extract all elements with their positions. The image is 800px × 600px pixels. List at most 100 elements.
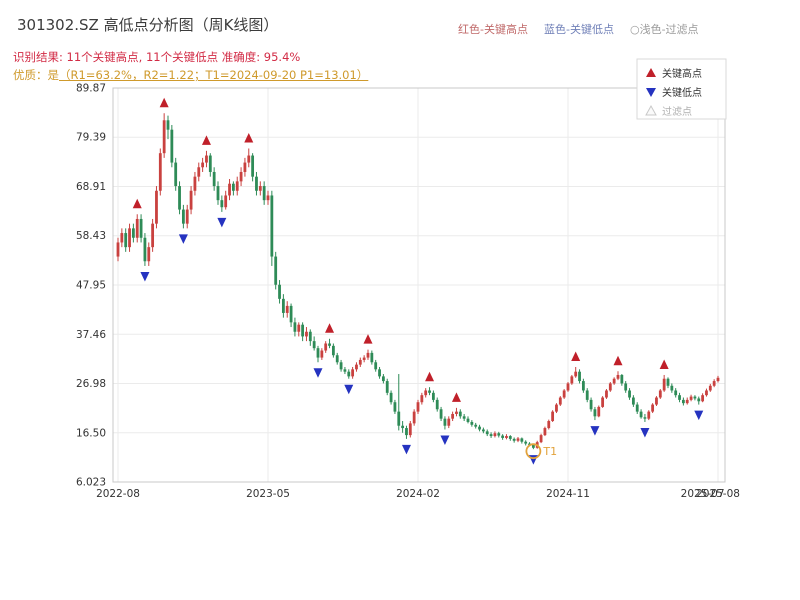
top-legend: 红色-关键高点 蓝色-关键低点 ○浅色-过滤点	[458, 21, 699, 37]
candle-body	[693, 396, 697, 399]
candle-body	[258, 186, 262, 191]
candle-body	[278, 284, 281, 299]
candle-body	[155, 190, 158, 224]
candle-body	[501, 435, 505, 438]
key-low-marker	[401, 444, 411, 455]
key-high-marker	[425, 371, 435, 382]
candle-body	[651, 404, 655, 412]
candle-body	[470, 421, 474, 425]
candle-body	[512, 438, 516, 441]
candle-body	[251, 155, 255, 177]
candle-body	[624, 383, 628, 391]
candle-body	[343, 369, 347, 372]
candle-body	[178, 186, 181, 210]
candle-body	[212, 171, 216, 187]
candle-body	[458, 411, 462, 417]
candle-body	[531, 444, 535, 448]
candle-body	[224, 195, 228, 208]
legend-item-label: 过滤点	[662, 105, 692, 118]
top-legend-key-low: 蓝色-关键低点	[543, 23, 614, 36]
candle-body	[639, 411, 643, 418]
candle-body	[635, 404, 639, 412]
candle-body	[305, 331, 308, 337]
plot-border	[112, 87, 726, 483]
candle-body	[293, 322, 297, 332]
candle-body	[131, 228, 135, 238]
key-high-marker	[325, 323, 335, 333]
candle-body	[197, 167, 201, 177]
y-tick-label: 26.98	[76, 378, 106, 390]
candle-body	[297, 324, 301, 332]
candle-body	[328, 343, 331, 346]
t1-circle	[525, 443, 542, 460]
y-tick-label: 16.50	[76, 427, 106, 439]
candle-body	[593, 409, 597, 417]
candle-body	[716, 377, 720, 382]
candle-body	[135, 218, 139, 238]
key-low-marker	[140, 271, 150, 282]
candle-body	[235, 181, 239, 191]
candle-body	[408, 423, 412, 436]
candle-body	[539, 435, 543, 443]
candle-body	[466, 418, 470, 422]
candle-body	[116, 242, 120, 257]
candle-body	[705, 390, 708, 396]
candle-body	[497, 433, 501, 436]
candle-body	[678, 395, 681, 400]
candle-body	[128, 228, 131, 248]
candle-body	[335, 355, 339, 363]
candle-body	[685, 399, 689, 404]
candle-body	[485, 431, 489, 435]
candle-body	[170, 129, 174, 163]
candle-body	[620, 374, 624, 384]
candle-body	[655, 397, 658, 405]
candle-body	[312, 341, 316, 349]
candle-body	[285, 305, 289, 313]
candle-body	[520, 438, 524, 442]
candle-body	[120, 233, 124, 243]
t1-label: T1	[542, 445, 557, 458]
candle-body	[239, 171, 243, 182]
candle-body	[481, 429, 485, 432]
legend-marker-up-outline-icon	[645, 104, 657, 116]
candle-body	[697, 398, 701, 402]
candle-body	[274, 256, 278, 285]
candle-body	[643, 417, 647, 419]
candle-body	[401, 425, 405, 429]
y-tick-label: 89.87	[76, 83, 106, 95]
candle-body	[647, 411, 651, 419]
y-tick-label: 47.95	[76, 279, 106, 291]
chart-title: 301302.SZ 高低点分析图（周K线图）	[17, 16, 279, 34]
candle-body	[308, 331, 312, 342]
candle-body	[370, 352, 374, 363]
key-low-marker	[217, 217, 227, 228]
y-tick-label: 58.43	[76, 230, 106, 242]
candle-body	[270, 195, 274, 257]
legend-item-label: 关键高点	[662, 67, 702, 80]
candle-body	[162, 120, 166, 154]
candle-body	[478, 426, 481, 430]
key-high-marker	[363, 334, 373, 344]
candle-body	[597, 406, 601, 417]
candle-body	[405, 428, 408, 436]
candle-body	[412, 411, 416, 424]
candle-body	[601, 397, 605, 407]
candle-body	[489, 434, 493, 437]
key-high-marker	[244, 132, 254, 143]
candle-body	[612, 378, 616, 384]
candle-body	[262, 186, 266, 201]
candle-body	[578, 371, 581, 382]
candle-body	[158, 153, 162, 191]
candle-body	[662, 378, 666, 391]
candle-body	[355, 364, 358, 370]
candle-body	[562, 390, 566, 398]
x-tick-label: 2024-11	[546, 488, 590, 500]
candle-body	[493, 433, 497, 437]
candle-body	[555, 404, 558, 412]
candle-body	[447, 418, 451, 426]
candle-body	[455, 411, 458, 414]
candle-body	[585, 390, 589, 400]
x-tick-label: 2024-02	[396, 488, 440, 500]
